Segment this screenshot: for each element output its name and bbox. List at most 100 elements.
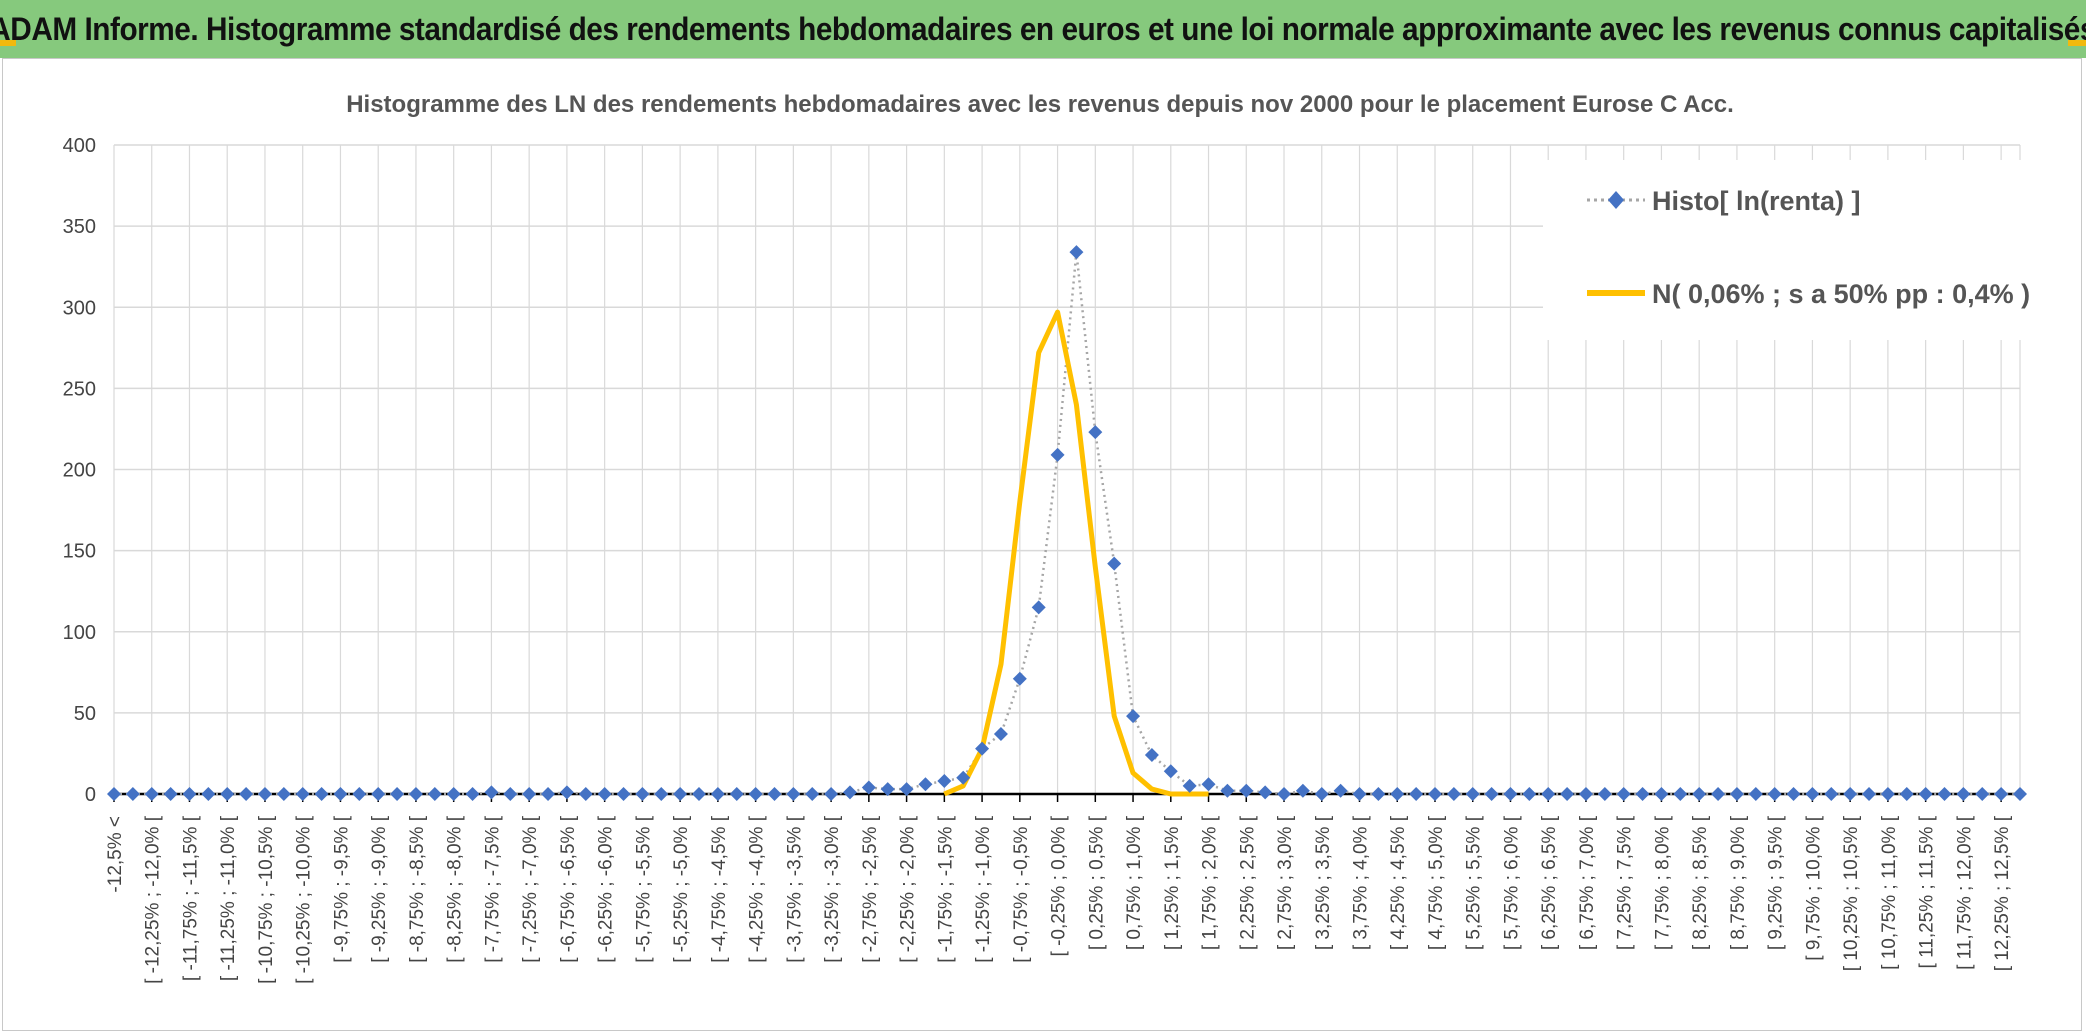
legend: Histo[ ln(renta) ] N( 0,06% ; s a 50% pp…: [1543, 160, 2030, 340]
x-tick-label: [ -5,25% ; -5,0% [: [671, 815, 692, 963]
histo-point: [1522, 787, 1537, 801]
x-tick-label: [ 11,75% ; 12,0% [: [1954, 815, 1975, 970]
histo-point: [616, 787, 631, 801]
x-tick-label: [ -3,25% ; -3,0% [: [822, 815, 843, 963]
y-tick-label: 300: [63, 297, 96, 319]
histo-point: [371, 787, 386, 801]
histo-point: [408, 787, 423, 801]
x-tick-label: [ 9,25% ; 9,5% [: [1766, 815, 1787, 950]
histo-point: [1578, 787, 1593, 801]
histo-point: [1390, 787, 1405, 801]
histo-point: [937, 774, 952, 789]
histo-point: [465, 787, 480, 801]
report-banner: ADAM Informe. Histogramme standardisé de…: [0, 0, 2086, 58]
histo-point: [824, 787, 839, 801]
histo-point: [748, 787, 763, 801]
histo-point: [1748, 787, 1763, 801]
y-axis-ticks: 0 50 100 150 200 250 300 350 400: [63, 135, 96, 806]
histo-point: [333, 787, 348, 801]
histo-point: [1692, 787, 1707, 801]
y-tick-label: 200: [63, 460, 96, 482]
histo-point: [1295, 783, 1310, 798]
histo-point: [842, 785, 857, 800]
histo-point: [1484, 787, 1499, 801]
histo-point: [1220, 783, 1235, 798]
histo-point: [1729, 787, 1744, 801]
x-tick-label: [ 10,75% ; 11,0% [: [1879, 815, 1900, 970]
histo-point: [786, 787, 801, 801]
x-tick-label: [ -10,25% ; -10,0% [: [294, 815, 315, 984]
histo-point: [729, 787, 744, 801]
x-tick-label: [ 1,25% ; 1,5% [: [1162, 815, 1183, 950]
histo-point: [257, 787, 272, 801]
histo-point: [295, 787, 310, 801]
x-axis-ticks: -12,5% < [ -12,25% ; -12,0% [[ -11,75% ; …: [105, 815, 2013, 984]
histo-point: [1541, 787, 1556, 801]
x-tick-label: [ -1,75% ; -1,5% [: [935, 815, 956, 963]
histo-point: [390, 787, 405, 801]
histo-point: [899, 782, 914, 797]
x-tick-label: [ -6,75% ; -6,5% [: [558, 815, 579, 963]
histo-point: [1956, 787, 1971, 801]
x-tick-label: [ 9,75% ; 10,0% [: [1803, 815, 1824, 960]
x-tick-label: [ -0,75% ; -0,5% [: [1011, 815, 1032, 963]
histo-point: [1012, 671, 1027, 686]
x-tick-label: [ -4,25% ; -4,0% [: [747, 815, 768, 963]
x-tick-label: [ 12,25% ; 12,5% [: [1992, 815, 2013, 971]
histo-point: [1899, 787, 1914, 801]
histo-point: [1673, 787, 1688, 801]
histo-point: [1616, 787, 1631, 801]
series: [107, 245, 2027, 801]
x-tick-label: [ -8,75% ; -8,5% [: [407, 815, 428, 963]
x-tick-label: [ -6,25% ; -6,0% [: [596, 815, 617, 963]
histo-point: [1843, 787, 1858, 801]
y-tick-label: 50: [74, 703, 96, 725]
x-tick-label: [ 3,25% ; 3,5% [: [1313, 815, 1334, 950]
histo-point: [559, 785, 574, 800]
histo-point: [880, 782, 895, 797]
y-tick-label: 250: [63, 378, 96, 400]
x-tick-label: [ -4,75% ; -4,5% [: [709, 815, 730, 963]
y-tick-label: 0: [85, 784, 96, 806]
x-tick-label: [ 2,75% ; 3,0% [: [1275, 815, 1296, 950]
x-tick-label: [ 10,25% ; 10,5% [: [1841, 815, 1862, 971]
histo-point: [1031, 600, 1046, 615]
legend-histo-diamond-icon: [1608, 191, 1624, 209]
histo-point: [1654, 787, 1669, 801]
histo-point: [522, 787, 537, 801]
histo-point: [1107, 556, 1122, 571]
histo-point: [1975, 787, 1990, 801]
histo-point: [220, 787, 235, 801]
histo-point: [1560, 787, 1575, 801]
histo-point: [1597, 787, 1612, 801]
histo-point: [182, 787, 197, 801]
x-tick-label: [ -10,75% ; -10,5% [: [256, 815, 277, 984]
histo-point: [1163, 764, 1178, 779]
x-tick-label: [ 0,75% ; 1,0% [: [1124, 815, 1145, 950]
histo-point: [1239, 783, 1254, 798]
y-tick-label: 400: [63, 135, 96, 157]
x-tick-label: [ 8,75% ; 9,0% [: [1728, 815, 1749, 950]
y-tick-label: 150: [63, 541, 96, 563]
x-tick-label: [ 2,25% ; 2,5% [: [1237, 815, 1258, 950]
histo-point: [993, 726, 1008, 741]
x-tick-label: [ -3,75% ; -3,5% [: [784, 815, 805, 963]
y-tick-label: 350: [63, 216, 96, 238]
histo-point: [956, 770, 971, 785]
legend-background: [1543, 160, 2023, 340]
histo-point: [1994, 787, 2009, 801]
histo-point: [1918, 787, 1933, 801]
histo-point: [1069, 245, 1084, 260]
histo-point: [1182, 778, 1197, 793]
x-tick-label: [ 5,75% ; 6,0% [: [1501, 815, 1522, 950]
x-tick-label: [ -8,25% ; -8,0% [: [445, 815, 466, 963]
report-title: ADAM Informe. Histogramme standardisé de…: [0, 10, 2086, 47]
histo-point: [2013, 787, 2027, 801]
histo-point: [1937, 787, 1952, 801]
histo-point: [597, 787, 612, 801]
histo-point: [1258, 785, 1273, 800]
histo-point: [1409, 787, 1424, 801]
histo-point: [654, 787, 669, 801]
x-tick-label: [ 0,25% ; 0,5% [: [1086, 815, 1107, 950]
